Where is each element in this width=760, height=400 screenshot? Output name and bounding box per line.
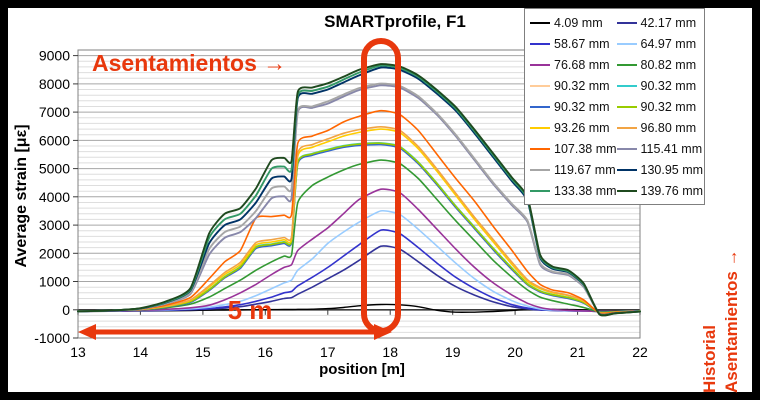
legend-item: 133.38 mm	[530, 181, 617, 200]
legend-item: 76.68 mm	[530, 55, 617, 74]
legend-item: 90.32 mm	[616, 76, 704, 95]
legend-swatch	[616, 21, 637, 24]
legend-swatch	[616, 147, 637, 150]
legend-item: 90.32 mm	[616, 97, 704, 116]
legend-swatch	[616, 42, 637, 45]
chart-title: SMARTprofile, F1	[324, 12, 466, 31]
legend-swatch	[530, 147, 550, 150]
legend-swatch	[616, 126, 637, 129]
legend-swatch	[616, 168, 637, 171]
series-line	[77, 84, 641, 316]
legend-item: 93.26 mm	[530, 118, 617, 137]
series-line	[77, 63, 641, 317]
x-tick-label: 13	[70, 344, 86, 360]
historial-line2: Asentamientos →	[722, 249, 741, 393]
legend-label: 76.68 mm	[554, 57, 610, 72]
asentamientos-annotation: Asentamientos →	[92, 50, 287, 76]
legend-swatch	[530, 21, 550, 24]
y-tick-label: 3000	[39, 217, 70, 233]
legend-label: 130.95 mm	[640, 162, 704, 177]
legend-item: 42.17 mm	[616, 13, 704, 32]
legend-swatch	[530, 105, 550, 108]
legend-label: 93.26 mm	[554, 120, 610, 135]
legend-label: 64.97 mm	[640, 36, 697, 51]
legend-swatch	[616, 63, 637, 66]
legend-item: 119.67 mm	[530, 160, 617, 179]
legend-swatch	[530, 84, 550, 87]
legend-label: 115.41 mm	[640, 141, 703, 156]
series-line	[77, 125, 641, 315]
legend-label: 90.32 mm	[640, 78, 697, 93]
legend-swatch	[530, 63, 550, 66]
legend-swatch	[530, 168, 550, 171]
legend-item: 107.38 mm	[530, 139, 617, 158]
legend: 4.09 mm 42.17 mm 58.67 mm 64.97 mm 76.68 mm 8…	[524, 8, 705, 205]
legend-label: 107.38 mm	[554, 141, 617, 156]
legend-item: 58.67 mm	[530, 34, 617, 53]
x-axis-label: position [m]	[319, 361, 405, 378]
series-line	[77, 109, 641, 315]
legend-label: 90.32 mm	[640, 99, 697, 114]
x-tick-label: 17	[320, 344, 336, 360]
y-axis-label: Average strain [με]	[13, 124, 30, 268]
series-line	[77, 159, 641, 313]
y-tick-label: 5000	[39, 161, 70, 177]
legend-label: 96.80 mm	[640, 120, 697, 135]
legend-item: 64.97 mm	[616, 34, 704, 53]
y-tick-label: 4000	[39, 189, 70, 205]
legend-item: 139.76 mm	[616, 181, 704, 200]
series-line	[77, 64, 641, 317]
x-tick-label: 20	[507, 344, 523, 360]
series-line	[77, 66, 641, 317]
legend-item: 130.95 mm	[616, 160, 704, 179]
x-tick-label: 19	[445, 344, 461, 360]
legend-item: 90.32 mm	[530, 97, 617, 116]
legend-label: 42.17 mm	[640, 15, 697, 30]
y-tick-label: 6000	[39, 132, 70, 148]
legend-label: 80.82 mm	[640, 57, 697, 72]
y-tick-label: 9000	[39, 48, 70, 64]
x-tick-label: 16	[258, 344, 274, 360]
series-line	[77, 142, 641, 314]
y-tick-label: 8000	[39, 76, 70, 92]
legend-label: 4.09 mm	[554, 15, 603, 30]
x-tick-label: 14	[133, 344, 149, 360]
legend-label: 139.76 mm	[640, 183, 704, 198]
legend-label: 133.38 mm	[554, 183, 617, 198]
historial-line1: Historial	[700, 324, 719, 393]
y-tick-label: 1000	[39, 274, 70, 290]
legend-label: 119.67 mm	[554, 162, 616, 177]
legend-label: 90.32 mm	[554, 78, 610, 93]
x-tick-label: 18	[382, 344, 398, 360]
y-tick-label: 0	[62, 302, 70, 318]
legend-label: 58.67 mm	[554, 36, 610, 51]
y-tick-label: 2000	[39, 245, 70, 261]
legend-swatch	[530, 126, 550, 129]
legend-item: 80.82 mm	[616, 55, 704, 74]
legend-item: 96.80 mm	[616, 118, 704, 137]
series-line	[77, 82, 641, 316]
legend-swatch	[616, 189, 637, 192]
legend-item: 90.32 mm	[530, 76, 617, 95]
y-tick-label: -1000	[34, 330, 70, 346]
legend-label: 90.32 mm	[554, 99, 610, 114]
legend-item: 4.09 mm	[530, 13, 617, 32]
legend-item: 115.41 mm	[616, 139, 704, 158]
historial-annotation: Historial Asentamientos →	[699, 203, 745, 393]
legend-swatch	[530, 189, 550, 192]
x-tick-label: 15	[195, 344, 211, 360]
legend-swatch	[530, 42, 550, 45]
legend-swatch	[616, 84, 637, 87]
span-length-label: 5 m	[227, 295, 273, 325]
highlight-oval	[361, 38, 401, 334]
series-line	[77, 188, 641, 313]
x-tick-label: 21	[570, 344, 586, 360]
x-tick-label: 22	[632, 344, 648, 360]
legend-swatch	[616, 105, 637, 108]
y-tick-label: 7000	[39, 104, 70, 120]
